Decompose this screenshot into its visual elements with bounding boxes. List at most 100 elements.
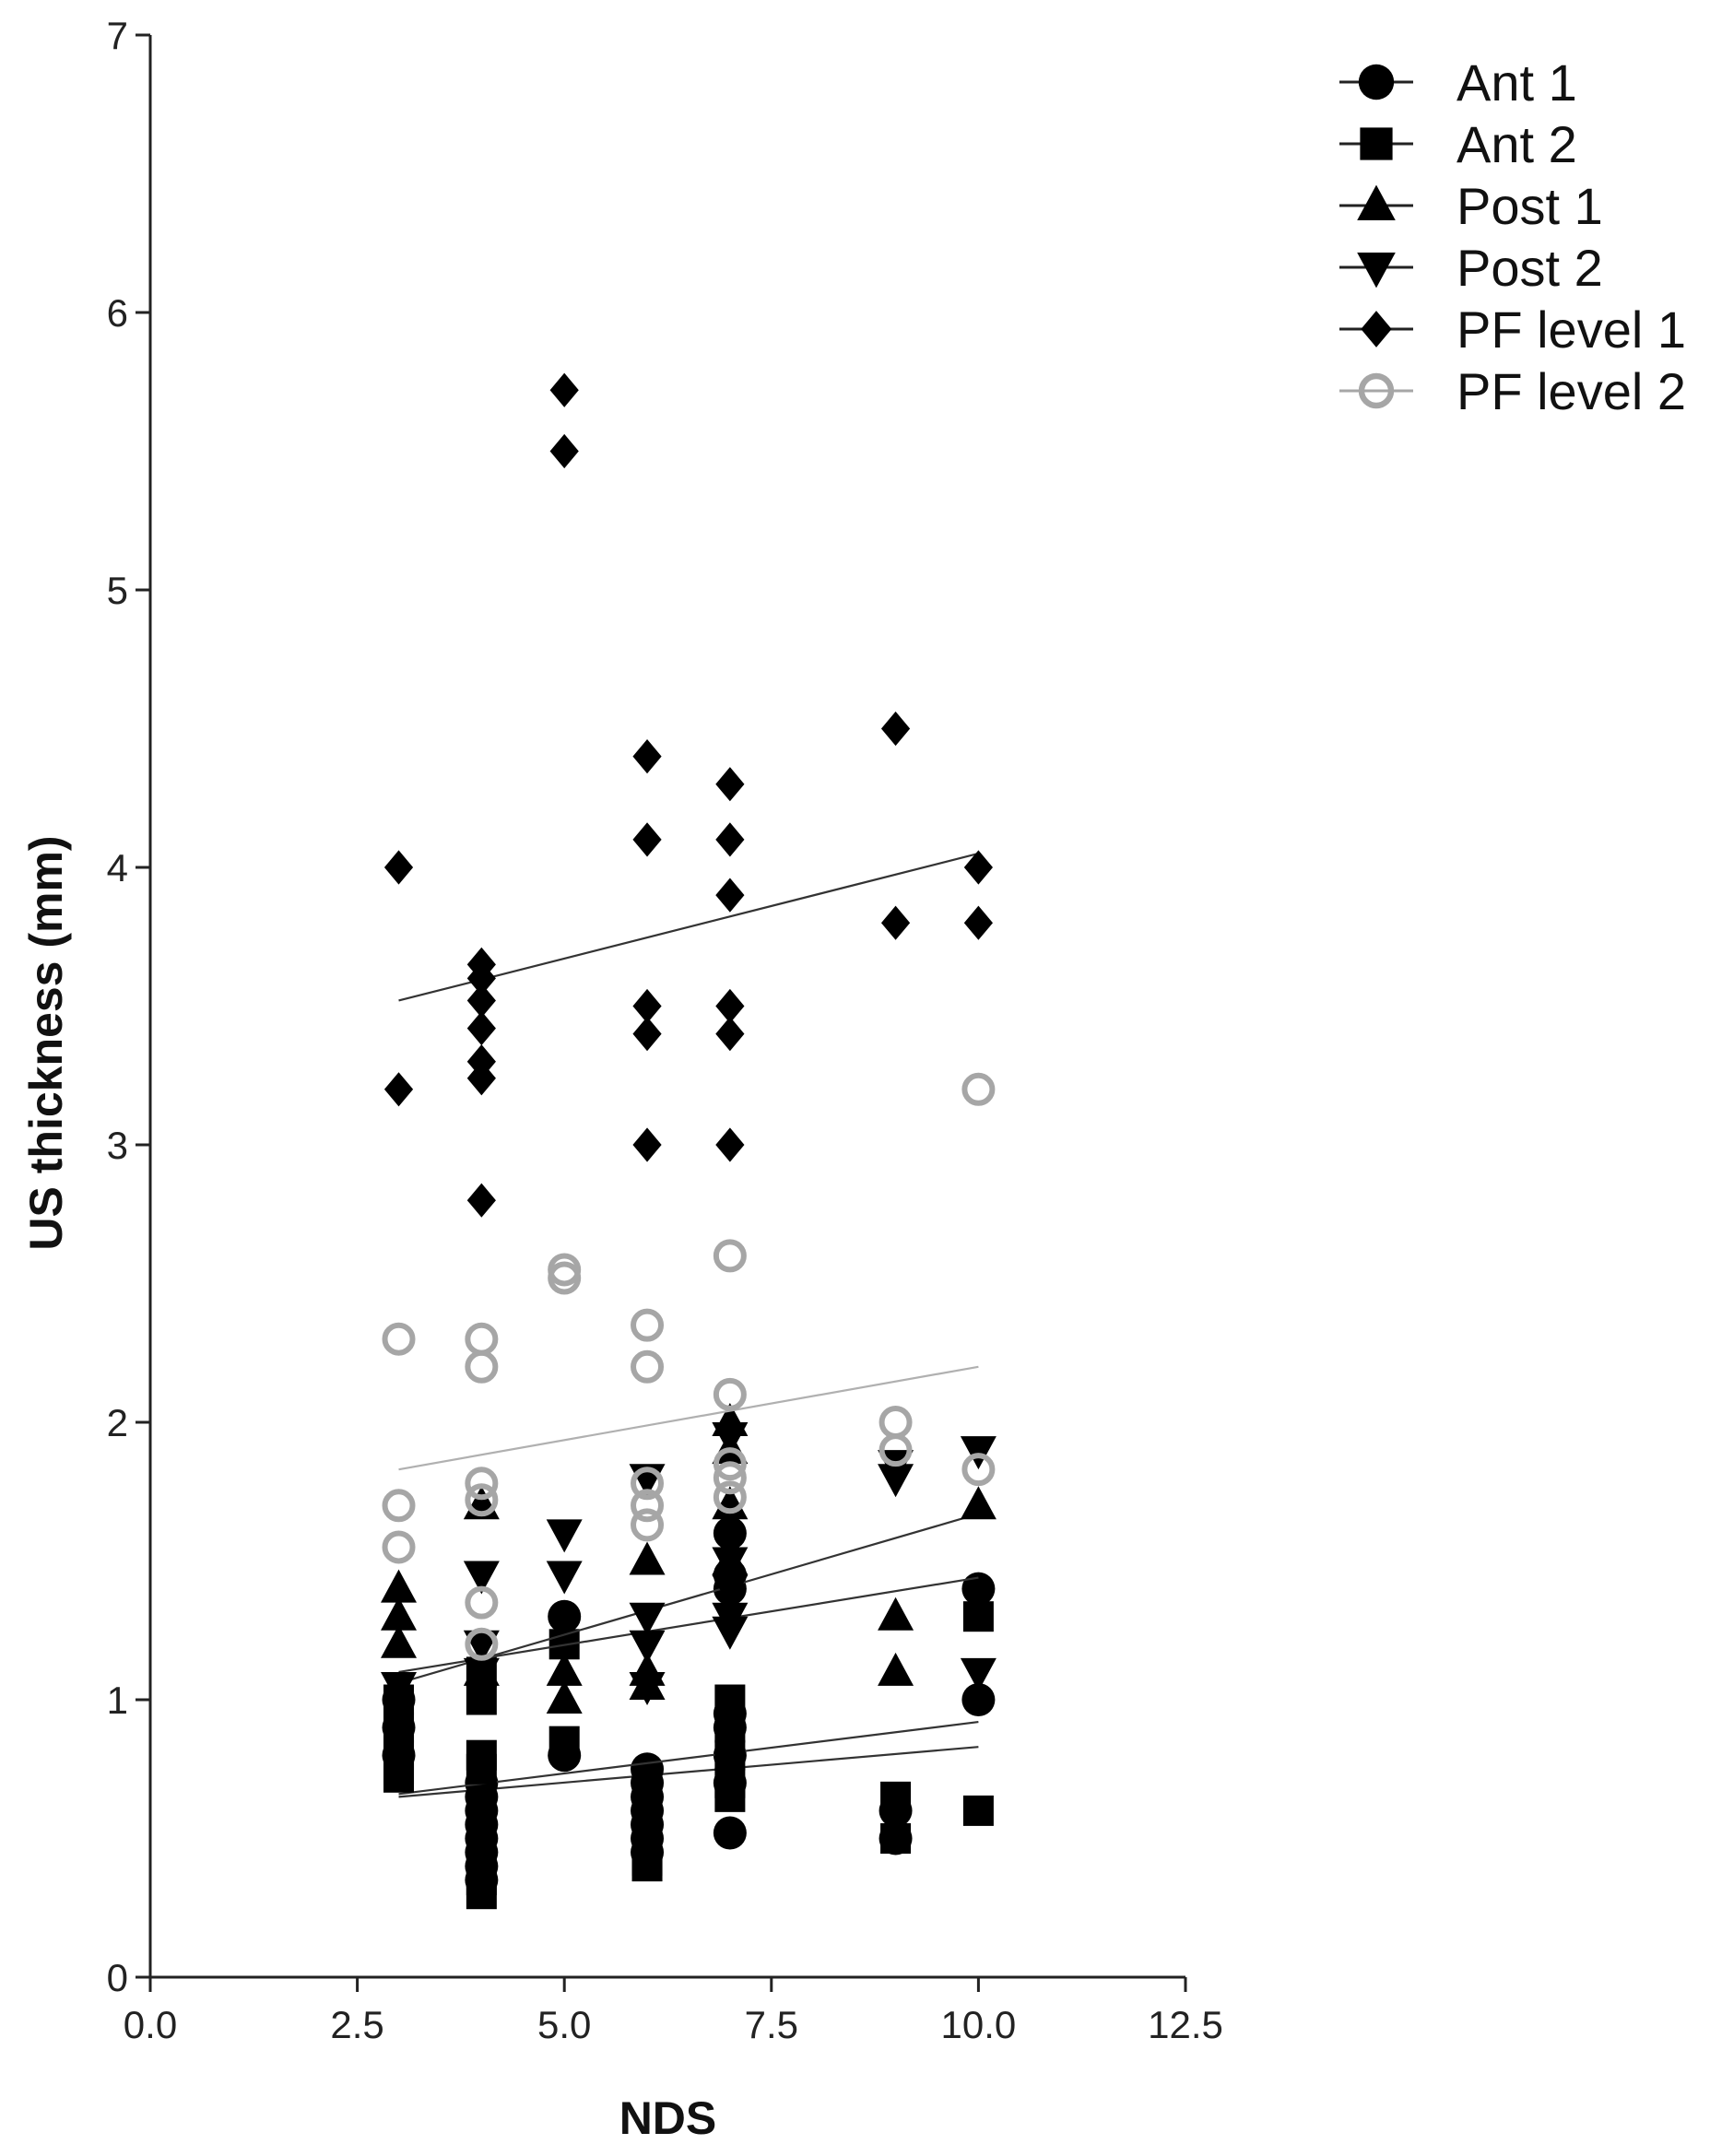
data-point <box>548 1599 582 1633</box>
data-point <box>629 1602 666 1636</box>
data-point <box>632 1017 662 1052</box>
data-point <box>629 1630 666 1664</box>
data-point <box>880 905 911 940</box>
trend-line <box>398 852 979 1002</box>
legend-item: PF level 2 <box>1339 362 1686 420</box>
legend-marker <box>1360 127 1393 160</box>
data-point <box>879 1406 913 1439</box>
y-tick-label: 7 <box>107 14 128 57</box>
data-point <box>466 1753 497 1785</box>
legend-marker <box>1361 311 1392 348</box>
data-point <box>712 1422 749 1456</box>
data-point <box>382 1322 416 1356</box>
legend-item: Ant 2 <box>1339 115 1577 173</box>
x-tick-label: 10.0 <box>941 2003 1017 2046</box>
data-point <box>631 1795 663 1826</box>
y-tick-label: 0 <box>107 1956 128 1999</box>
data-point <box>629 1671 666 1705</box>
y-axis-title: US thickness (mm) <box>20 835 72 1250</box>
data-point <box>381 1624 418 1658</box>
series-group <box>383 372 993 1218</box>
x-tick-label: 7.5 <box>745 2003 798 2046</box>
legend-marker <box>1358 64 1395 100</box>
legend-marker <box>1357 184 1396 220</box>
data-point <box>878 1652 914 1686</box>
data-point <box>632 1127 662 1162</box>
data-point <box>549 372 579 407</box>
x-tick-label: 12.5 <box>1148 2003 1223 2046</box>
legend-label: Ant 2 <box>1456 115 1577 173</box>
data-point <box>465 1483 499 1517</box>
series-group <box>381 1403 997 1714</box>
legend-item: Post 2 <box>1339 239 1603 297</box>
data-point <box>961 1453 996 1487</box>
data-point <box>548 1261 582 1295</box>
data-point <box>465 1467 499 1501</box>
data-point <box>546 1680 583 1714</box>
data-point <box>466 960 496 996</box>
data-point <box>714 1781 746 1812</box>
data-point <box>629 1541 666 1575</box>
y-tick-label: 1 <box>107 1679 128 1722</box>
data-point <box>962 1601 994 1632</box>
data-point <box>962 1795 994 1826</box>
legend-label: PF level 1 <box>1456 300 1686 359</box>
data-point <box>631 1467 665 1501</box>
data-point <box>466 1183 496 1218</box>
data-point <box>463 1630 500 1664</box>
data-point <box>465 1585 499 1620</box>
data-point <box>382 1489 416 1523</box>
data-point <box>466 983 496 1019</box>
data-point <box>463 1561 500 1595</box>
data-point <box>631 1308 665 1342</box>
data-point <box>713 1516 747 1550</box>
plot-area <box>381 372 997 1910</box>
data-point <box>963 905 993 940</box>
data-point <box>715 988 745 1024</box>
data-point <box>546 1519 583 1553</box>
data-point <box>631 1508 665 1542</box>
y-tick-label: 6 <box>107 291 128 335</box>
legend-item: Ant 1 <box>1339 53 1577 112</box>
trend-line <box>398 1365 979 1471</box>
data-point <box>631 1851 663 1882</box>
series-group <box>383 1601 994 1910</box>
data-point <box>549 433 579 469</box>
data-point <box>714 1712 746 1743</box>
data-point <box>546 1652 583 1686</box>
data-point <box>463 1657 500 1691</box>
data-point <box>715 767 745 802</box>
data-point <box>465 1322 499 1356</box>
legend-label: Ant 1 <box>1456 53 1577 112</box>
data-point <box>713 1239 747 1273</box>
data-point <box>466 1010 496 1046</box>
legend-marker <box>1357 253 1396 289</box>
data-point <box>714 1684 746 1715</box>
data-point <box>546 1561 583 1595</box>
data-point <box>383 1072 414 1107</box>
data-point <box>632 822 662 857</box>
legend-label: PF level 2 <box>1456 362 1686 420</box>
data-point <box>879 1433 913 1467</box>
data-point <box>880 1823 912 1854</box>
data-point <box>961 1072 996 1106</box>
trend-line <box>398 1513 979 1684</box>
legend-marker <box>1358 372 1395 409</box>
data-point <box>548 1726 580 1757</box>
data-point <box>878 1596 914 1631</box>
y-tick-label: 4 <box>107 846 128 889</box>
x-tick-label: 0.0 <box>124 2003 177 2046</box>
y-tick-label: 3 <box>107 1124 128 1167</box>
series-group <box>381 1422 997 1705</box>
data-point <box>713 1480 747 1514</box>
data-point <box>960 1657 997 1691</box>
data-point <box>466 1879 497 1910</box>
data-point <box>712 1616 749 1650</box>
x-axis-title: NDS <box>619 2092 717 2144</box>
data-point <box>465 1349 499 1384</box>
y-axis-ticks: 0 1 2 3 4 5 6 7 <box>107 14 150 1999</box>
data-point <box>712 1547 749 1581</box>
data-point <box>715 1017 745 1052</box>
data-point <box>713 1816 747 1850</box>
trend-line <box>398 1576 979 1673</box>
